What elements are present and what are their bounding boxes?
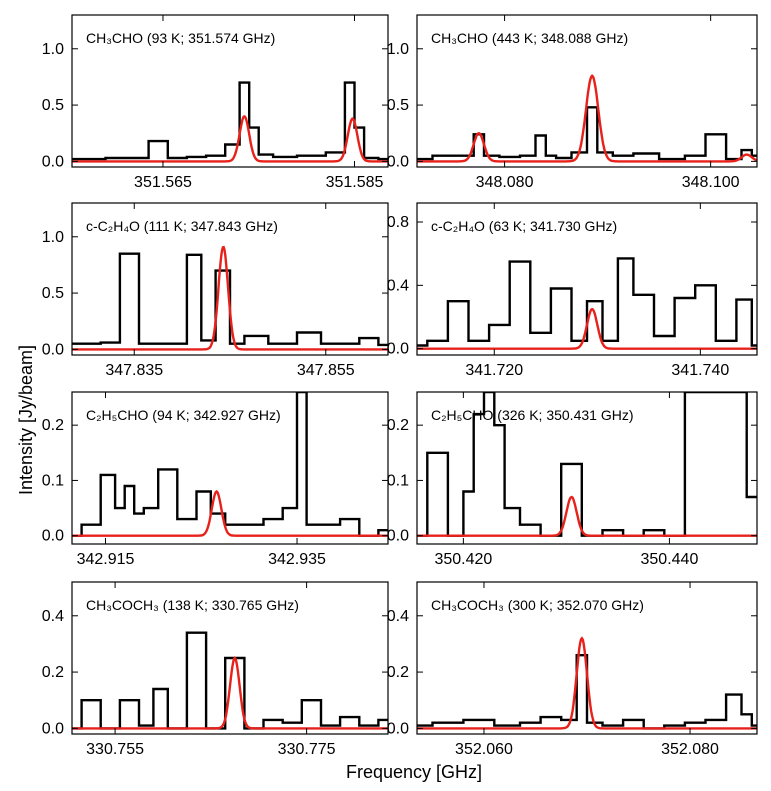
observed-spectrum-line [417,654,757,730]
y-tick-label: 0.0 [42,341,64,358]
y-tick-label: 0.8 [387,214,409,231]
model-spectrum-line [72,245,388,351]
y-tick-label: 1.0 [387,41,409,58]
spectrum-panel-1: 0.0 0.5 1.0 351.565 351.585 CH₃CHO (93 K; 351… [42,14,389,191]
x-tick-label: 341.720 [465,362,523,379]
x-tick-label: 341.740 [671,362,729,379]
model-spectrum-line [72,490,388,537]
spectrum-panel-2: 0.0 0.5 1.0 348.080 348.100 CH₃CHO (443 K; 34… [387,14,758,191]
y-tick-label: 1.0 [42,229,64,246]
x-tick-label: 351.565 [134,174,192,191]
y-tick-label: 0.0 [387,341,409,358]
panel-frame [416,14,758,168]
y-tick-label: 0.0 [42,720,64,737]
spectrum-panel-5: 0.0 0.1 0.2 342.915 342.935 C₂H₅CHO (94 K; 34… [42,391,389,568]
panel-title: CH₃CHO (93 K; 351.574 GHz) [86,30,275,46]
y-tick-label: 1.0 [42,41,64,58]
model-spectrum-line [417,636,757,730]
observed-spectrum-line [417,106,757,161]
spectrum-panel-6: 0.0 0.1 0.2 350.420 350.440 C₂H₅CHO (326 K; 3… [387,391,758,568]
model-spectrum-line [417,74,757,163]
panel-frame [416,391,758,545]
y-tick-label: 0.0 [42,153,64,170]
x-tick-label: 348.080 [476,174,534,191]
observed-spectrum-line [72,81,388,161]
y-tick-label: 0.5 [387,97,409,114]
panel-frame [71,202,389,356]
y-tick-label: 0.4 [387,277,409,294]
y-tick-label: 0.5 [42,97,64,114]
y-tick-label: 0.4 [387,608,409,625]
y-tick-label: 0.2 [387,417,409,434]
observed-spectrum-line [417,257,757,347]
model-spectrum-line [417,495,757,537]
x-axis-label: Frequency [GHz] [346,762,482,782]
spectrum-panel-8: 0.0 0.2 0.4 352.060 352.080 CH₃COCH₃ (300 K; … [387,581,758,758]
x-tick-label: 352.080 [661,741,719,758]
y-tick-label: 0.1 [42,472,64,489]
model-spectrum-line [417,307,757,350]
y-axis-label: Intensity [Jy/beam] [16,345,36,495]
x-tick-label: 350.440 [641,551,699,568]
spectrum-panel-7: 0.0 0.2 0.4 330.755 330.775 CH₃COCH₃ (138 K; … [42,581,389,758]
observed-spectrum-line [72,631,388,730]
x-tick-label: 350.420 [434,551,492,568]
panel-frame [71,14,389,168]
panel-title: C₂H₅CHO (326 K; 350.431 GHz) [431,407,633,423]
x-tick-label: 351.585 [326,174,384,191]
panel-frame [416,581,758,735]
model-spectrum-line [72,115,388,163]
panel-title: c-C₂H₄O (63 K; 341.730 GHz) [431,218,617,234]
x-tick-label: 348.100 [682,174,740,191]
y-tick-label: 0.0 [387,720,409,737]
panel-title: CH₃COCH₃ (138 K; 330.765 GHz) [86,597,299,613]
x-tick-label: 330.775 [278,741,336,758]
model-spectrum-line [72,656,388,730]
x-tick-label: 342.915 [77,551,135,568]
y-tick-label: 0.2 [42,417,64,434]
y-tick-label: 0.1 [387,472,409,489]
panel-title: c-C₂H₄O (111 K; 347.843 GHz) [86,218,278,234]
panel-frame [71,581,389,735]
x-tick-label: 347.855 [297,362,355,379]
y-tick-label: 0.2 [42,664,64,681]
panel-title: CH₃CHO (443 K; 348.088 GHz) [431,30,628,46]
x-tick-label: 347.835 [105,362,163,379]
y-tick-label: 0.4 [42,608,64,625]
panel-title: CH₃COCH₃ (300 K; 352.070 GHz) [431,597,644,613]
spectrum-panel-4: 0.0 0.4 0.8 341.720 341.740 c-C₂H₄O (63 K; 34… [387,202,758,379]
y-tick-label: 0.2 [387,664,409,681]
x-tick-label: 342.935 [268,551,326,568]
y-tick-label: 0.5 [42,285,64,302]
y-tick-label: 0.0 [42,528,64,545]
spectrum-panel-3: 0.0 0.5 1.0 347.835 347.855 c-C₂H₄O (111 K; 3… [42,202,389,379]
panel-frame [416,202,758,356]
x-tick-label: 352.060 [455,741,513,758]
y-tick-label: 0.0 [387,153,409,170]
y-tick-label: 0.0 [387,528,409,545]
panel-title: C₂H₅CHO (94 K; 342.927 GHz) [86,407,281,423]
panel-frame [71,391,389,545]
x-tick-label: 330.755 [86,741,144,758]
